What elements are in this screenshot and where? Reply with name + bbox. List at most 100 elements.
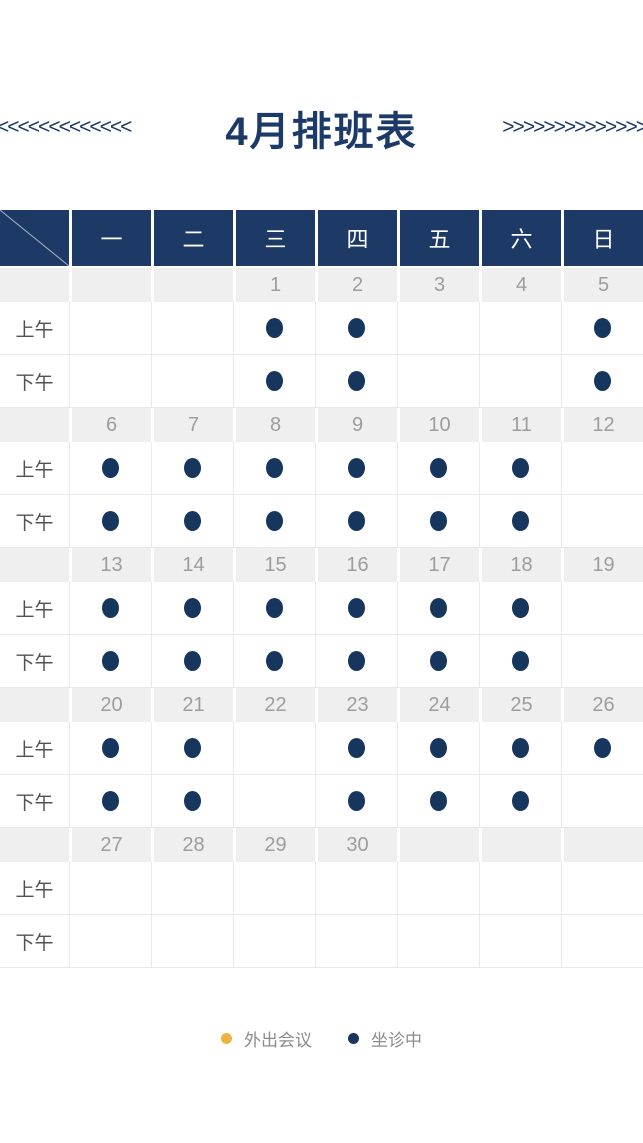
schedule-cell bbox=[479, 635, 561, 687]
legend: 外出会议 坐诊中 bbox=[0, 1026, 643, 1051]
date-corner-cell bbox=[0, 268, 69, 302]
schedule-cell bbox=[151, 355, 233, 407]
on-duty-dot-icon bbox=[512, 458, 529, 478]
on-duty-dot-icon bbox=[102, 791, 119, 811]
date-cell: 11 bbox=[482, 408, 561, 442]
date-cell: 5 bbox=[564, 268, 643, 302]
schedule-cell bbox=[315, 722, 397, 774]
legend-item-on-duty: 坐诊中 bbox=[348, 1026, 422, 1051]
on-duty-dot-icon bbox=[348, 791, 365, 811]
schedule-cell bbox=[315, 582, 397, 634]
schedule-cell bbox=[315, 915, 397, 967]
schedule-cell bbox=[561, 862, 643, 914]
slot-row-morning: 上午 bbox=[0, 722, 643, 774]
schedule-cell bbox=[69, 442, 151, 494]
schedule-cell bbox=[315, 495, 397, 547]
on-duty-dot-icon bbox=[512, 738, 529, 758]
weekday-header-cell: 六 bbox=[482, 210, 561, 266]
legend-item-out-meeting: 外出会议 bbox=[221, 1026, 312, 1051]
on-duty-dot-icon bbox=[184, 511, 201, 531]
schedule-cell bbox=[151, 915, 233, 967]
date-corner-cell bbox=[0, 408, 69, 442]
schedule-cell bbox=[561, 722, 643, 774]
date-cell: 22 bbox=[236, 688, 315, 722]
diagonal-line-icon bbox=[0, 210, 69, 266]
slot-row-afternoon: 下午 bbox=[0, 774, 643, 828]
weekday-header-cell: 四 bbox=[318, 210, 397, 266]
date-cell: 9 bbox=[318, 408, 397, 442]
schedule-cell bbox=[479, 862, 561, 914]
on-duty-dot-icon bbox=[266, 371, 283, 391]
date-cell: 13 bbox=[72, 548, 151, 582]
on-duty-dot-icon bbox=[266, 511, 283, 531]
date-cell: 17 bbox=[400, 548, 479, 582]
schedule-cell bbox=[233, 635, 315, 687]
schedule-cell bbox=[479, 302, 561, 354]
left-chevrons-decor-icon: <<<<<<<<<<<<< bbox=[0, 115, 132, 139]
legend-label-on-duty: 坐诊中 bbox=[371, 1031, 422, 1050]
date-cell: 2 bbox=[318, 268, 397, 302]
schedule-cell bbox=[315, 775, 397, 827]
date-corner-cell bbox=[0, 548, 69, 582]
slot-row-afternoon: 下午 bbox=[0, 494, 643, 548]
schedule-cell bbox=[561, 582, 643, 634]
weekday-header-cell: 二 bbox=[154, 210, 233, 266]
on-duty-dot-icon bbox=[184, 598, 201, 618]
date-corner-cell bbox=[0, 828, 69, 862]
legend-label-out-meeting: 外出会议 bbox=[244, 1031, 312, 1050]
date-row: 13 14 15 16 17 18 19 bbox=[0, 548, 643, 582]
schedule-cell bbox=[233, 442, 315, 494]
date-cell: 8 bbox=[236, 408, 315, 442]
duty-dot-icon bbox=[348, 1033, 359, 1044]
page-title: 4月排班表 bbox=[225, 110, 418, 154]
schedule-cell bbox=[397, 635, 479, 687]
on-duty-dot-icon bbox=[266, 651, 283, 671]
slot-label-cell: 下午 bbox=[0, 355, 69, 407]
on-duty-dot-icon bbox=[512, 791, 529, 811]
slot-label-cell: 上午 bbox=[0, 722, 69, 774]
schedule-cell bbox=[479, 722, 561, 774]
schedule-cell bbox=[151, 582, 233, 634]
weekday-header-cell: 一 bbox=[72, 210, 151, 266]
slot-row-afternoon: 下午 bbox=[0, 634, 643, 688]
on-duty-dot-icon bbox=[184, 791, 201, 811]
on-duty-dot-icon bbox=[348, 651, 365, 671]
on-duty-dot-icon bbox=[266, 458, 283, 478]
slot-row-afternoon: 下午 bbox=[0, 354, 643, 408]
date-row: 6 7 8 9 10 11 12 bbox=[0, 408, 643, 442]
on-duty-dot-icon bbox=[184, 738, 201, 758]
date-cell: 16 bbox=[318, 548, 397, 582]
schedule-cell bbox=[151, 442, 233, 494]
schedule-cell bbox=[561, 775, 643, 827]
on-duty-dot-icon bbox=[102, 511, 119, 531]
slot-label-cell: 下午 bbox=[0, 775, 69, 827]
schedule-cell bbox=[479, 775, 561, 827]
on-duty-dot-icon bbox=[594, 738, 611, 758]
slot-row-afternoon: 下午 bbox=[0, 914, 643, 968]
date-cell: 1 bbox=[236, 268, 315, 302]
schedule-table: 一二三四五六日 1 2 3 4 5 上午 下午 6 7 8 9 10 11 12 上午 下午 13 14 15 16 17… bbox=[0, 210, 643, 968]
schedule-cell bbox=[69, 722, 151, 774]
on-duty-dot-icon bbox=[102, 598, 119, 618]
schedule-cell bbox=[397, 915, 479, 967]
schedule-cell bbox=[233, 862, 315, 914]
weekday-header-row: 一二三四五六日 bbox=[0, 210, 643, 266]
date-cell: 28 bbox=[154, 828, 233, 862]
date-cell: 25 bbox=[482, 688, 561, 722]
schedule-cell bbox=[561, 442, 643, 494]
on-duty-dot-icon bbox=[266, 318, 283, 338]
meeting-dot-icon bbox=[221, 1033, 232, 1044]
slot-row-morning: 上午 bbox=[0, 862, 643, 914]
right-chevrons-decor-icon: >>>>>>>>>>>>>> bbox=[502, 115, 643, 139]
schedule-cell bbox=[69, 302, 151, 354]
schedule-cell bbox=[151, 862, 233, 914]
on-duty-dot-icon bbox=[184, 651, 201, 671]
date-cell bbox=[564, 828, 643, 862]
schedule-cell bbox=[479, 442, 561, 494]
schedule-cell bbox=[233, 582, 315, 634]
date-cell: 29 bbox=[236, 828, 315, 862]
schedule-cell bbox=[315, 302, 397, 354]
slot-label-cell: 上午 bbox=[0, 862, 69, 914]
schedule-cell bbox=[561, 495, 643, 547]
schedule-cell bbox=[479, 495, 561, 547]
